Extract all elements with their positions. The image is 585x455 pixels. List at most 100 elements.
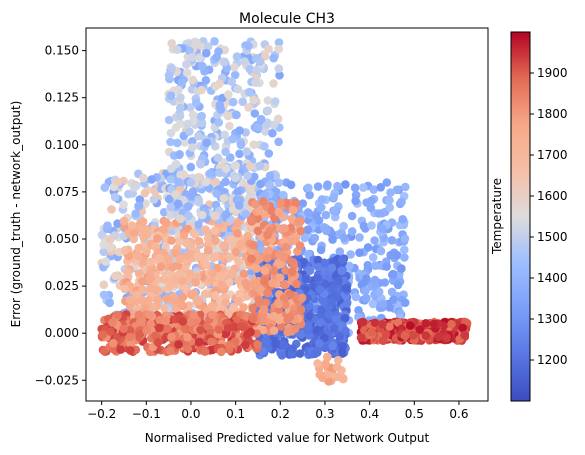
- scatter-point: [125, 346, 135, 355]
- scatter-point: [138, 217, 148, 226]
- scatter-point: [447, 319, 456, 329]
- scatter-point: [210, 252, 220, 262]
- scatter-point: [200, 258, 209, 267]
- scatter-point: [176, 119, 185, 128]
- scatter-point: [382, 262, 391, 271]
- scatter-point: [362, 274, 371, 284]
- scatter-point: [324, 310, 334, 319]
- scatter-point: [176, 93, 185, 102]
- scatter-point: [170, 275, 180, 284]
- scatter-point: [303, 225, 313, 235]
- scatter-point: [250, 109, 260, 118]
- scatter-point: [196, 160, 205, 169]
- scatter-point: [166, 346, 175, 356]
- scatter-point: [231, 110, 241, 120]
- scatter-point: [355, 248, 364, 257]
- scatter-point: [125, 339, 135, 348]
- scatter-point: [421, 331, 431, 341]
- scatter-point: [287, 214, 297, 224]
- scatter-point: [287, 257, 297, 267]
- scatter-point: [135, 329, 145, 339]
- scatter-point: [231, 247, 240, 257]
- scatter-point: [330, 206, 340, 215]
- scatter-point: [393, 318, 403, 327]
- scatter-point: [166, 137, 175, 147]
- scatter-point: [186, 178, 196, 187]
- scatter-point: [328, 283, 338, 293]
- scatter-point: [177, 299, 186, 309]
- scatter-point: [339, 233, 349, 243]
- scatter-point: [108, 338, 118, 348]
- scatter-point: [134, 243, 144, 253]
- scatter-point: [275, 273, 285, 283]
- x-tick-label: 0.3: [315, 407, 334, 421]
- scatter-point: [138, 277, 147, 286]
- scatter-point: [291, 198, 301, 208]
- scatter-point: [263, 230, 272, 240]
- y-tick-label: 0.050: [45, 232, 79, 246]
- scatter-point: [288, 344, 298, 353]
- scatter-point: [225, 121, 234, 131]
- scatter-point: [274, 38, 284, 47]
- scatter-point: [165, 281, 175, 290]
- scatter-point: [252, 264, 261, 273]
- scatter-point: [256, 285, 266, 295]
- scatter-point: [229, 302, 238, 312]
- scatter-point: [314, 216, 324, 225]
- scatter-point: [387, 236, 397, 245]
- scatter-point: [361, 286, 370, 296]
- scatter-point: [393, 280, 403, 290]
- scatter-point: [168, 262, 178, 272]
- scatter-point: [259, 197, 268, 206]
- scatter-point: [105, 298, 114, 308]
- colorbar-tick-label: 1200: [537, 353, 568, 367]
- scatter-point: [206, 169, 215, 178]
- scatter-point: [112, 332, 122, 342]
- scatter-point: [320, 333, 329, 343]
- scatter-point: [119, 324, 128, 334]
- scatter-point: [183, 119, 192, 129]
- scatter-point: [238, 97, 247, 106]
- scatter-point: [363, 243, 373, 252]
- scatter-point: [248, 314, 258, 324]
- scatter-point: [313, 182, 323, 191]
- scatter-point: [317, 203, 326, 212]
- scatter-point: [301, 275, 311, 284]
- data-points: [97, 37, 472, 386]
- scatter-point: [337, 347, 347, 356]
- colorbar-ticks: 1200 1300 1400 1500 1600 1700 1800 1900: [530, 66, 568, 367]
- scatter-point: [442, 333, 452, 343]
- scatter-point: [341, 326, 350, 336]
- x-tick-label: 0.2: [271, 407, 290, 421]
- scatter-point: [385, 322, 394, 331]
- scatter-point: [322, 226, 331, 236]
- scatter-point: [315, 339, 324, 348]
- scatter-point: [339, 221, 348, 231]
- scatter-point: [153, 338, 163, 347]
- scatter-point: [236, 239, 245, 248]
- scatter-point: [376, 183, 386, 192]
- scatter-point: [273, 114, 283, 124]
- scatter-point: [192, 38, 201, 47]
- scatter-point: [189, 310, 198, 320]
- scatter-point: [156, 262, 166, 272]
- scatter-point: [146, 319, 155, 329]
- scatter-point: [280, 280, 289, 290]
- scatter-point: [317, 195, 327, 204]
- scatter-point: [134, 310, 144, 320]
- scatter-point: [400, 298, 410, 308]
- scatter-point: [297, 293, 307, 303]
- scatter-point: [354, 306, 363, 315]
- scatter-point: [221, 147, 230, 157]
- scatter-point: [317, 305, 326, 315]
- scatter-point: [97, 230, 107, 240]
- scatter-point: [253, 226, 263, 236]
- scatter-point: [386, 250, 396, 260]
- scatter-point: [188, 110, 198, 120]
- scatter-point: [314, 262, 323, 272]
- scatter-point: [313, 359, 322, 368]
- scatter-point: [269, 53, 279, 63]
- scatter-point: [385, 203, 395, 212]
- scatter-point: [198, 61, 207, 71]
- scatter-point: [184, 301, 194, 310]
